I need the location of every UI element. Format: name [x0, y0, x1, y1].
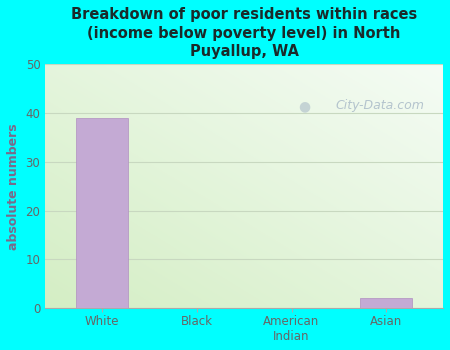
Text: ●: ● [298, 99, 310, 113]
Text: City-Data.com: City-Data.com [336, 99, 424, 112]
Bar [76, 118, 128, 308]
Title: Breakdown of poor residents within races
(income below poverty level) in North
P: Breakdown of poor residents within races… [71, 7, 417, 59]
Bar [360, 298, 412, 308]
Y-axis label: absolute numbers: absolute numbers [7, 123, 20, 250]
